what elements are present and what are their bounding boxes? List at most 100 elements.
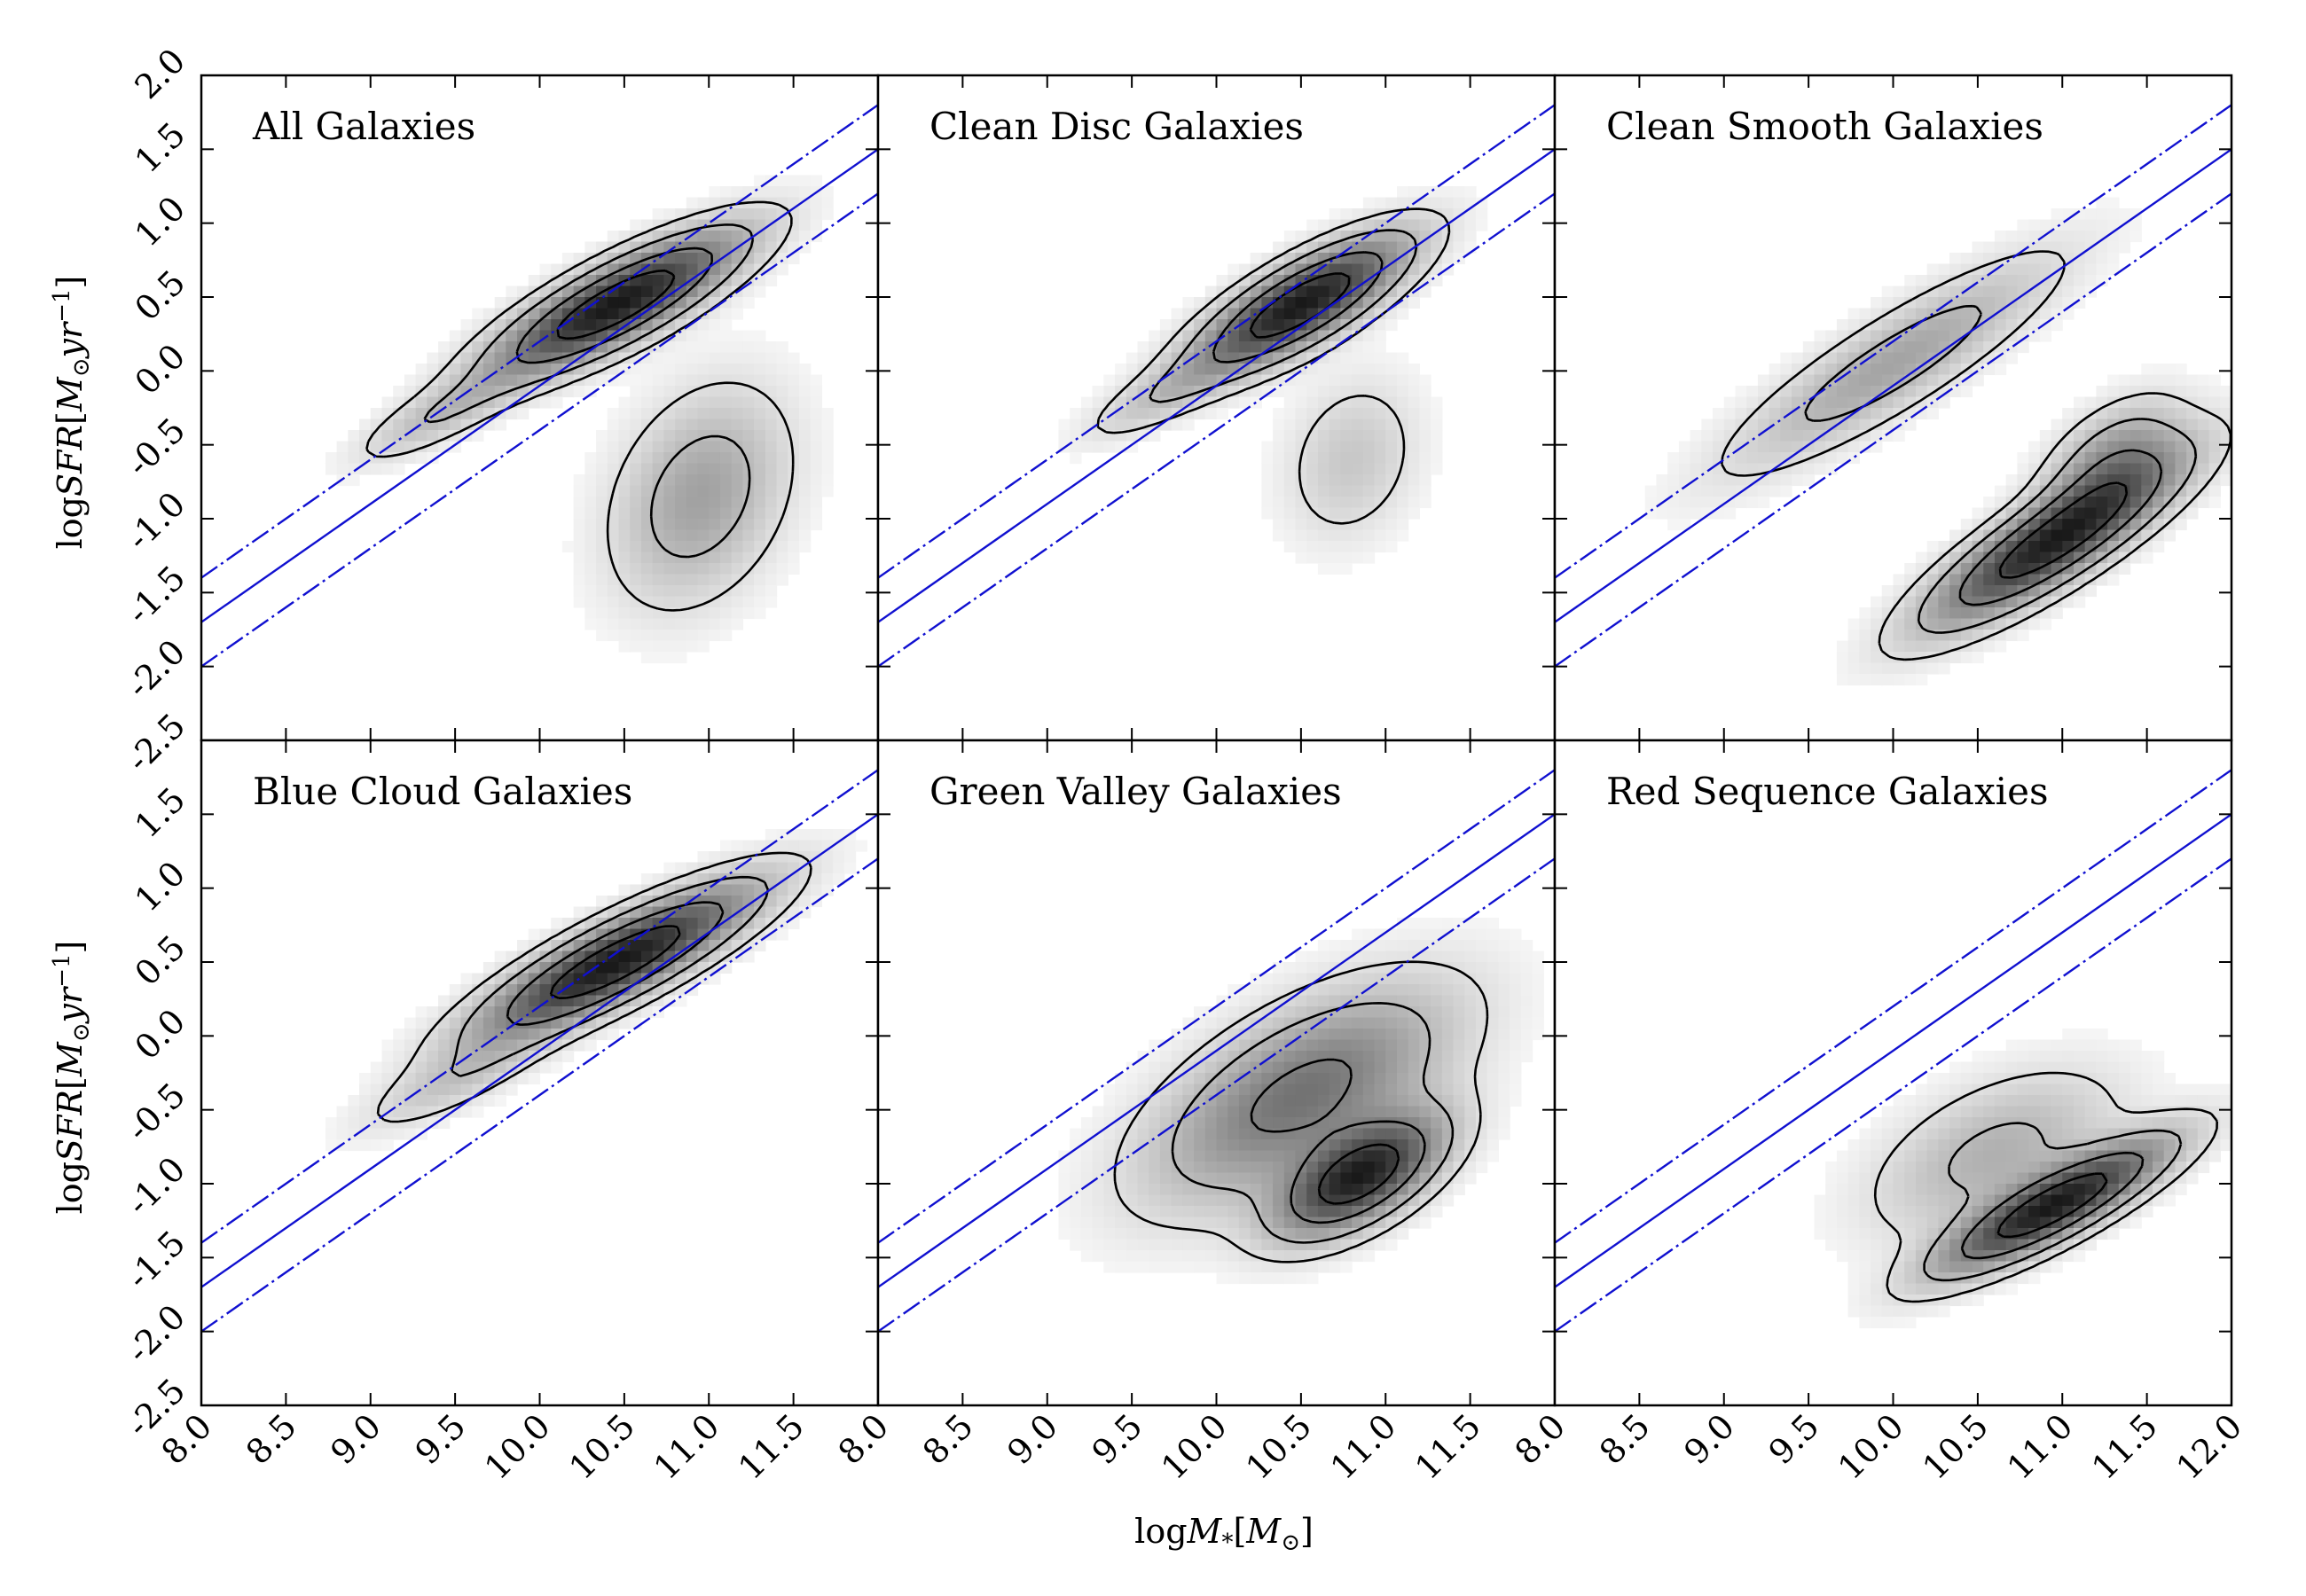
density-cell (1352, 1084, 1364, 1096)
density-cell (561, 253, 575, 265)
density-cell (1938, 1194, 1950, 1207)
density-cell (1340, 1206, 1353, 1218)
density-cell (1690, 430, 1702, 442)
density-cell (1431, 940, 1443, 952)
density-cell (1441, 1128, 1455, 1140)
density-cell (663, 430, 676, 442)
density-cell (709, 197, 721, 209)
density-cell (1780, 441, 1792, 453)
density-cell (640, 374, 654, 387)
density-cell (1306, 541, 1319, 553)
density-cell (2096, 541, 2108, 553)
density-cell (1273, 1061, 1285, 1074)
density-cell (1419, 973, 1431, 985)
density-cell (697, 463, 710, 475)
density-cell (584, 497, 597, 509)
density-cell (709, 507, 721, 520)
density-cell (1915, 396, 1928, 409)
density-cell (1194, 1139, 1206, 1152)
density-cell (460, 1106, 473, 1118)
density-cell (640, 485, 654, 497)
density-cell (1475, 1084, 1488, 1096)
density-cell (663, 386, 676, 398)
density-cell (697, 618, 710, 630)
density-cell (1194, 374, 1206, 387)
density-cell (1238, 263, 1251, 276)
density-cell (2208, 1150, 2221, 1162)
density-cell (1329, 1073, 1341, 1085)
density-cell (1994, 640, 2007, 653)
density-cell (618, 951, 631, 963)
density-cell (2175, 408, 2187, 420)
density-cell (1250, 386, 1262, 398)
density-cell (1273, 1095, 1285, 1107)
density-cell (1295, 419, 1307, 431)
density-cell (798, 186, 812, 199)
density-cell (742, 596, 755, 608)
density-cell (2051, 319, 2063, 332)
density-cell (2152, 408, 2165, 420)
density-cell (754, 928, 766, 941)
density-cell (1149, 1051, 1161, 1063)
density-cell (697, 918, 710, 930)
density-cell (742, 585, 755, 598)
density-cell (336, 1128, 349, 1140)
density-cell (1385, 408, 1398, 420)
density-cell (1453, 1073, 1465, 1085)
density-cell (640, 297, 654, 309)
density-cell (1847, 630, 1860, 642)
density-cell (1238, 984, 1251, 997)
density-cell (1362, 1095, 1376, 1107)
density-cell (551, 308, 563, 320)
density-cell (1182, 1239, 1195, 1251)
density-cell (584, 1006, 597, 1019)
density-cell (2141, 552, 2153, 564)
density-cell (528, 275, 541, 287)
density-cell (359, 419, 372, 431)
density-cell (618, 297, 631, 309)
density-cell (607, 962, 620, 974)
density-cell (2175, 452, 2187, 465)
density-cell (697, 630, 710, 642)
density-cell (1938, 1239, 1950, 1251)
density-cell (1228, 1217, 1240, 1229)
density-cell (1780, 408, 1792, 420)
density-cell (1080, 1162, 1094, 1174)
density-cell (1080, 1228, 1094, 1240)
density-cell (348, 463, 360, 475)
density-cell (1396, 1095, 1409, 1107)
density-cell (2130, 463, 2142, 475)
density-cell (1904, 1228, 1917, 1240)
density-cell (2005, 1084, 2018, 1096)
density-cell (1283, 452, 1297, 465)
density-cell (370, 463, 383, 475)
density-cell (1441, 186, 1455, 199)
density-cell (1419, 441, 1431, 453)
density-cell (686, 330, 699, 342)
density-cell (652, 275, 664, 287)
density-cell (482, 995, 496, 1007)
density-cell (1859, 674, 1871, 686)
density-cell (719, 419, 733, 431)
density-cell (1453, 1095, 1465, 1107)
density-cell (370, 408, 383, 420)
density-cell (810, 386, 823, 398)
density-cell (1352, 1217, 1364, 1229)
density-cell (2107, 552, 2120, 564)
density-cell (2005, 630, 2018, 642)
density-cell (1408, 263, 1420, 276)
density-cell (1126, 1172, 1139, 1185)
density-cell (1261, 1139, 1274, 1152)
density-cell (675, 352, 687, 364)
density-cell (494, 1061, 506, 1074)
density-cell (697, 408, 710, 420)
density-cell (2163, 485, 2177, 497)
density-cell (2130, 529, 2142, 542)
density-cell (494, 341, 506, 354)
density-cell (1137, 1128, 1149, 1140)
density-cell (742, 364, 755, 376)
density-cell (1847, 1184, 1860, 1196)
density-cell (1273, 364, 1285, 376)
panel-blue-cloud-galaxies: Blue Cloud Galaxies (200, 739, 880, 1407)
density-cell (2152, 1117, 2165, 1130)
